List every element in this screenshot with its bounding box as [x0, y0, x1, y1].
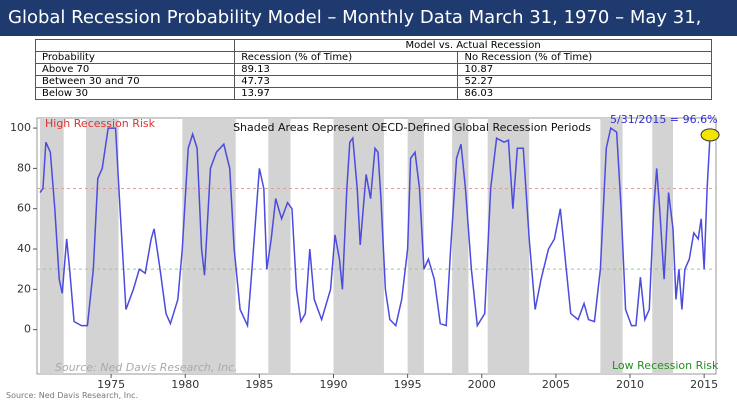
recession-shade: [600, 118, 623, 374]
x-tick-label: 2000: [468, 378, 496, 390]
title: Global Recession Probability Model – Mon…: [0, 0, 737, 64]
cell: Below 30: [34, 87, 236, 100]
table-caption: Model vs. Actual Recession: [234, 39, 712, 52]
x-tick-label: 1995: [394, 378, 422, 390]
annotation: Low Recession Risk: [612, 359, 719, 372]
x-tick-label: 1990: [320, 378, 348, 390]
cell: 89.13: [234, 63, 459, 76]
x-tick-label: 2005: [542, 378, 570, 390]
column-header: No Recession (% of Time): [457, 51, 712, 64]
recession-shade: [407, 118, 424, 374]
x-tick-label: 1975: [97, 378, 125, 390]
y-tick-label: 80: [17, 161, 31, 174]
probability-line: [39, 126, 711, 329]
cell: Between 30 and 70: [34, 75, 236, 88]
recession-shade: [182, 118, 236, 374]
x-tick-label: 1980: [171, 378, 199, 390]
x-tick-label: 2015: [690, 378, 718, 390]
cell: Above 70: [34, 63, 236, 76]
watermark: Source: Ned Davis Research, Inc.: [55, 361, 238, 374]
chart: 0 20 40 60 80 100 1975 1980 1985 1990 1995 2000 2005…: [10, 113, 720, 390]
recession-shade: [39, 118, 64, 374]
recession-shade: [333, 118, 384, 374]
recession-shade: [85, 118, 119, 374]
y-tick-label: 40: [17, 242, 31, 255]
summary-table: Model vs. Actual Recession Probability Re…: [34, 39, 712, 100]
annotation: 5/31/2015 = 96.6%: [610, 113, 718, 126]
y-tick-label: 60: [17, 202, 31, 215]
cell: 13.97: [234, 87, 459, 100]
x-tick-label: 2010: [616, 378, 644, 390]
cell: 52.27: [457, 75, 712, 88]
y-tick-label: 20: [17, 282, 31, 295]
y-tick-label: 0: [24, 323, 31, 336]
column-header: Recession (% of Time): [234, 51, 459, 64]
recession-shade: [452, 118, 469, 374]
cell: 86.03: [457, 87, 712, 100]
y-tick-label: 100: [10, 121, 31, 134]
source: Source: Ned Davis Research, Inc.: [6, 391, 139, 400]
highlight-marker: [700, 128, 720, 142]
annotation: High Recession Risk: [45, 117, 156, 130]
annotation: Shaded Areas Represent OECD-Defined Glob…: [233, 121, 591, 134]
column-header: Probability: [34, 51, 236, 64]
cell: 10.87: [457, 63, 712, 76]
cell: 47.73: [234, 75, 459, 88]
x-tick-label: 1985: [245, 378, 273, 390]
recession-shade: [268, 118, 291, 374]
